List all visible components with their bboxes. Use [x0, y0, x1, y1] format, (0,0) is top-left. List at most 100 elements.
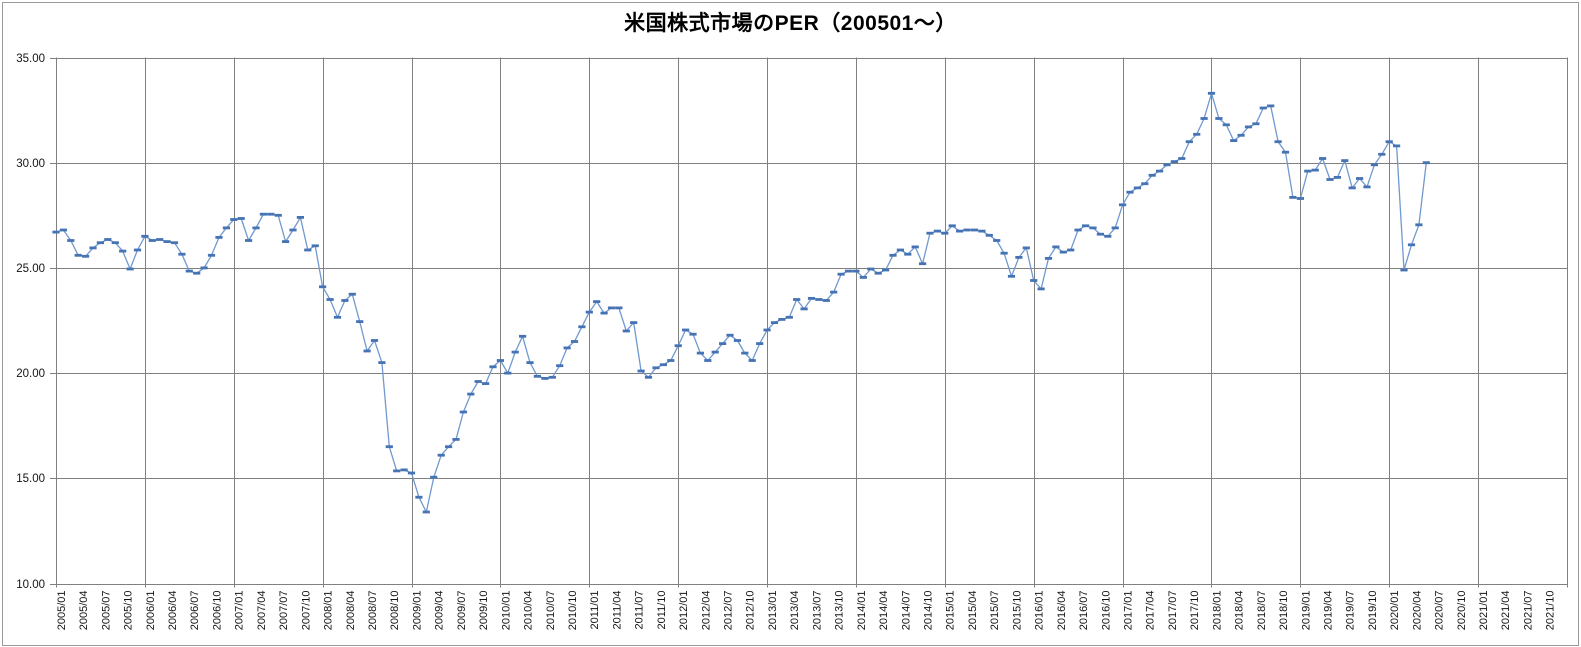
- x-tick-label: 2017/01: [1122, 591, 1134, 631]
- data-point-marker: [667, 359, 675, 362]
- data-point-marker: [889, 253, 897, 257]
- data-point-marker: [1007, 274, 1016, 278]
- x-tick-label: 2005/10: [123, 591, 135, 631]
- data-point-marker: [844, 269, 853, 273]
- y-tick-label: 20.00: [16, 368, 45, 380]
- data-point-marker: [185, 269, 193, 273]
- data-point-marker: [615, 306, 623, 310]
- x-tick-label: 2008/10: [389, 591, 401, 631]
- data-point-marker: [504, 371, 512, 375]
- data-point-marker: [1385, 140, 1393, 144]
- data-point-marker: [622, 329, 630, 333]
- data-point-marker: [985, 233, 993, 237]
- data-point-marker: [1141, 182, 1149, 186]
- data-point-marker: [726, 333, 734, 337]
- data-point-marker: [600, 311, 608, 315]
- data-point-marker: [370, 339, 379, 342]
- data-point-marker: [1096, 232, 1104, 236]
- data-point-marker: [200, 266, 208, 270]
- data-point-marker: [741, 351, 749, 355]
- data-point-marker: [207, 253, 216, 257]
- data-point-marker: [341, 299, 349, 302]
- x-tick-label: 2005/04: [78, 591, 90, 631]
- data-point-marker: [970, 228, 979, 232]
- data-point-marker: [1148, 173, 1156, 177]
- data-point-marker: [533, 374, 541, 378]
- data-point-marker: [467, 392, 475, 396]
- x-tick-label: 2008/01: [323, 591, 335, 631]
- data-point-marker: [1030, 279, 1038, 282]
- data-point-marker: [482, 382, 490, 385]
- data-point-marker: [133, 248, 142, 252]
- x-tick-label: 2009/07: [456, 591, 468, 631]
- data-point-marker: [630, 321, 638, 324]
- data-point-marker: [933, 229, 941, 233]
- data-point-marker: [941, 231, 949, 235]
- data-point-marker: [519, 334, 527, 338]
- data-point-marker: [978, 229, 986, 233]
- data-point-marker: [1163, 163, 1171, 167]
- y-tick-label: 15.00: [16, 473, 45, 485]
- x-tick-label: 2011/04: [611, 591, 623, 630]
- data-point-marker: [415, 495, 423, 499]
- x-tick-label: 2013/10: [834, 591, 846, 631]
- data-point-marker: [1326, 178, 1334, 181]
- data-point-marker: [1074, 228, 1082, 232]
- chart-title: 米国株式市場のPER（200501～）: [624, 12, 957, 35]
- data-point-marker: [393, 469, 401, 473]
- data-point-marker: [274, 213, 282, 217]
- data-point-marker: [1044, 257, 1053, 260]
- x-tick-label: 2019/07: [1345, 591, 1357, 631]
- data-point-marker: [778, 318, 786, 321]
- data-point-marker: [896, 248, 904, 252]
- y-tick-label: 25.00: [16, 263, 45, 275]
- data-point-marker: [874, 271, 882, 275]
- data-point-marker: [852, 269, 860, 273]
- x-tick-label: 2014/04: [878, 591, 890, 631]
- data-point-marker: [163, 240, 171, 243]
- x-tick-label: 2009/04: [434, 591, 446, 631]
- data-point-marker: [1193, 132, 1201, 136]
- data-point-marker: [993, 239, 1001, 242]
- data-point-marker: [548, 375, 556, 379]
- data-point-marker: [733, 339, 741, 342]
- per-series-line: [55, 92, 1427, 513]
- data-point-marker: [1022, 246, 1030, 250]
- data-point-marker: [267, 212, 275, 216]
- x-tick-label: 2014/10: [923, 591, 935, 631]
- data-point-marker: [141, 234, 149, 238]
- data-point-marker: [437, 453, 445, 457]
- data-point-marker: [748, 359, 756, 362]
- data-point-marker: [489, 365, 497, 369]
- x-tick-label: 2015/10: [1011, 591, 1023, 631]
- data-point-marker: [815, 298, 823, 301]
- data-point-marker: [445, 445, 453, 449]
- data-point-marker: [215, 236, 223, 239]
- data-point-marker: [526, 361, 534, 364]
- data-point-marker: [459, 410, 467, 414]
- data-point-marker: [356, 320, 364, 323]
- y-tick-label: 10.00: [16, 579, 45, 591]
- data-point-marker: [407, 471, 416, 475]
- x-tick-label: 2020/10: [1456, 591, 1468, 631]
- data-point-marker: [1356, 177, 1364, 180]
- x-tick-label: 2005/07: [100, 591, 112, 631]
- data-point-marker: [452, 438, 460, 441]
- data-point-marker: [704, 359, 712, 362]
- data-point-marker: [1422, 161, 1430, 165]
- data-point-marker: [859, 276, 867, 279]
- data-point-marker: [867, 267, 875, 271]
- x-tick-label: 2014/07: [900, 591, 912, 631]
- x-tick-label: 2012/07: [723, 591, 735, 631]
- x-tick-label: 2016/01: [1034, 591, 1046, 631]
- data-point-marker: [245, 239, 253, 242]
- data-point-marker: [326, 298, 334, 301]
- data-point-marker: [1289, 196, 1297, 199]
- x-tick-label: 2013/01: [767, 591, 779, 631]
- data-point-marker: [541, 377, 549, 380]
- y-tick-label: 35.00: [16, 53, 45, 65]
- data-point-marker: [311, 244, 319, 248]
- data-point-marker: [689, 332, 697, 336]
- x-tick-label: 2015/01: [945, 591, 957, 631]
